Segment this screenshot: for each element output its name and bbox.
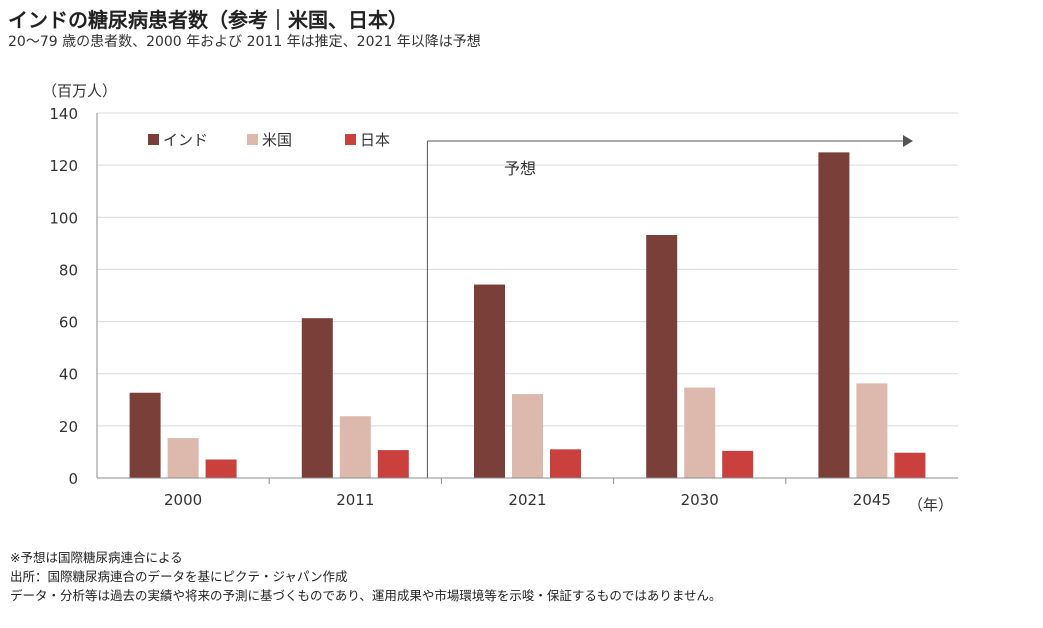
legend: インド 米国 日本 bbox=[148, 131, 390, 149]
bar-2011-2 bbox=[339, 416, 371, 478]
legend-label: インド bbox=[163, 131, 208, 149]
forecast-arrow-head bbox=[903, 135, 913, 147]
y-tick-label: 80 bbox=[59, 261, 78, 279]
bar-2030-3 bbox=[722, 450, 754, 478]
bar-2045-1 bbox=[818, 152, 850, 478]
bar-2045-3 bbox=[894, 452, 926, 478]
y-tick-label: 140 bbox=[49, 105, 78, 123]
bar-2000-3 bbox=[205, 459, 237, 478]
footnote-source: 出所：国際糖尿病連合のデータを基にピクテ・ジャパン作成 bbox=[10, 569, 348, 584]
footnote-forecast-source: ※予想は国際糖尿病連合による bbox=[10, 550, 183, 565]
axes: 0 20 40 60 80 100 120 140 （百万人） （年） 2000 2011 2021 20… bbox=[42, 82, 958, 514]
y-tick-label: 40 bbox=[59, 366, 78, 384]
y-tick-label: 60 bbox=[59, 314, 78, 332]
x-tick-label: 2011 bbox=[336, 491, 374, 509]
x-tick-label: 2021 bbox=[508, 491, 546, 509]
bar-2021-3 bbox=[550, 449, 581, 478]
legend-label: 日本 bbox=[360, 131, 390, 149]
y-tick-label: 100 bbox=[49, 209, 78, 227]
forecast-annotation: 予想 bbox=[426, 135, 913, 478]
footnotes: ※予想は国際糖尿病連合による 出所：国際糖尿病連合のデータを基にピクテ・ジャパン… bbox=[10, 548, 722, 605]
legend-swatch bbox=[148, 134, 159, 145]
y-axis-label: （百万人） bbox=[42, 82, 117, 100]
x-tick-label: 2045 bbox=[853, 491, 891, 509]
bar-2021-2 bbox=[512, 394, 543, 478]
x-tick-label: 2000 bbox=[164, 491, 202, 509]
y-tick-label: 0 bbox=[68, 470, 78, 488]
bar-2045-2 bbox=[856, 383, 888, 478]
legend-swatch bbox=[247, 134, 258, 145]
bars bbox=[129, 152, 926, 478]
bar-2011-1 bbox=[301, 318, 333, 478]
x-tick-label: 2030 bbox=[681, 491, 719, 509]
forecast-label: 予想 bbox=[504, 159, 536, 178]
bar-2030-2 bbox=[684, 387, 716, 478]
bar-2021-1 bbox=[474, 284, 505, 478]
y-tick-label: 20 bbox=[59, 418, 78, 436]
bar-2000-1 bbox=[129, 392, 161, 478]
y-tick-label: 120 bbox=[49, 157, 78, 175]
chart-title: インドの糖尿病患者数（参考｜米国、日本） bbox=[8, 8, 408, 32]
x-axis-label: （年） bbox=[908, 496, 953, 514]
bar-2000-2 bbox=[167, 438, 199, 478]
legend-swatch bbox=[345, 134, 356, 145]
chart-subtitle: 20〜79 歳の患者数、2000 年および 2011 年は推定、2021 年以降… bbox=[8, 34, 481, 50]
bar-2030-1 bbox=[646, 235, 678, 478]
bar-2011-3 bbox=[377, 450, 409, 478]
footnote-disclaimer: データ・分析等は過去の実績や将来の予測に基づくものであり、運用成果や市場環境等を… bbox=[10, 588, 722, 603]
legend-label: 米国 bbox=[262, 131, 292, 149]
